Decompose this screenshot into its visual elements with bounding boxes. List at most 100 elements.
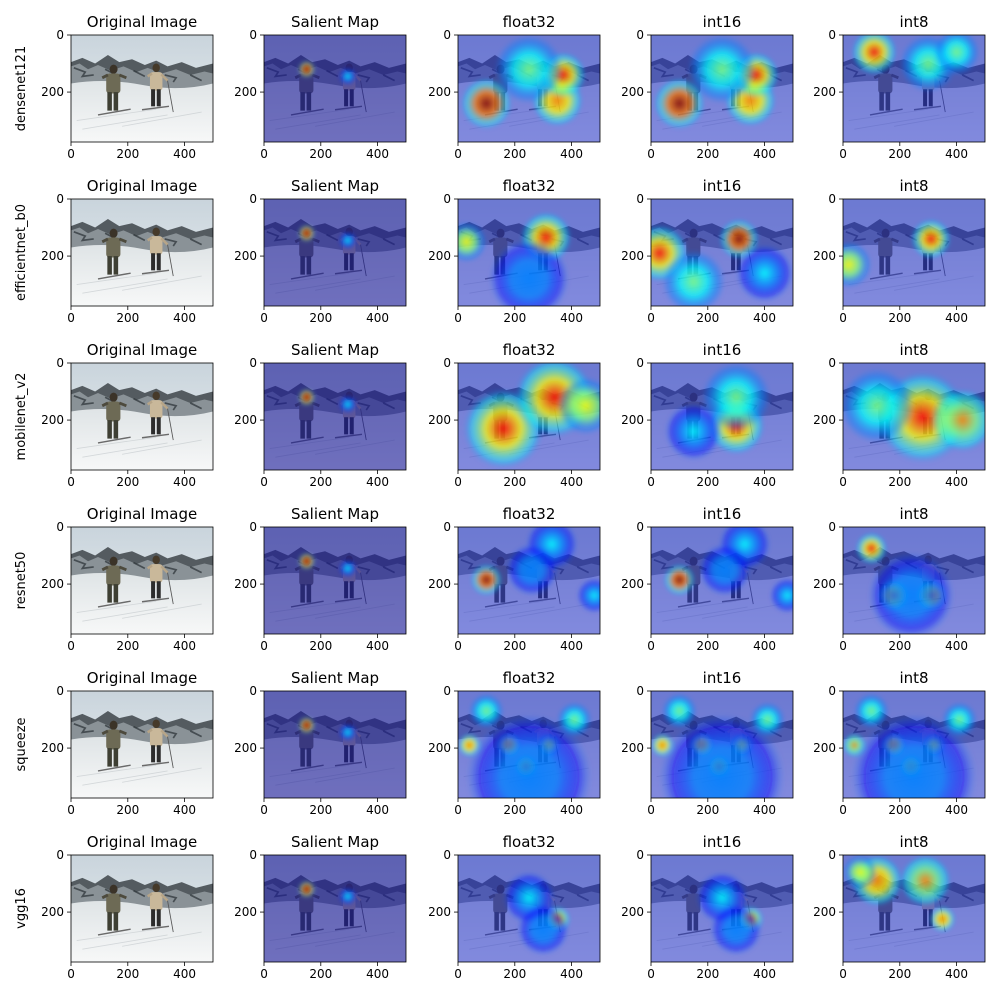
y-tick-label: 0: [56, 684, 64, 698]
axes-frame: [650, 854, 794, 963]
y-tick-label: 0: [249, 356, 257, 370]
y-tick-label: 0: [443, 684, 451, 698]
x-tick-label: 0: [454, 147, 462, 161]
heatmap-layer: [855, 532, 954, 634]
axes-frame: [457, 34, 601, 143]
panel-title: float32: [503, 669, 556, 687]
heatmap-hotspot: [489, 238, 569, 306]
x-tick-label: 0: [454, 639, 462, 653]
x-tick-label: 400: [945, 147, 968, 161]
heatmap-hotspot: [770, 578, 793, 613]
y-tick-label: 200: [41, 413, 64, 427]
x-tick-label: 400: [173, 803, 196, 817]
y-tick-label: 200: [621, 741, 644, 755]
panel-title: int8: [899, 505, 928, 523]
x-tick-label: 200: [888, 639, 911, 653]
y-tick-label: 200: [234, 905, 257, 919]
panel-title: int8: [899, 13, 928, 31]
y-tick-label: 0: [828, 192, 836, 206]
heatmap-layer: [653, 35, 779, 130]
axes-frame: [263, 198, 407, 307]
axes-frame: [650, 198, 794, 307]
x-tick-label: 200: [696, 803, 719, 817]
x-tick-label: 200: [888, 967, 911, 981]
heatmap-hotspot: [339, 395, 357, 413]
x-tick-label: 400: [366, 311, 389, 325]
axes-frame: [650, 526, 794, 635]
x-tick-label: 400: [945, 475, 968, 489]
heatmap-hotspot: [298, 388, 316, 406]
axes-frame: [842, 854, 986, 963]
panel-grid: Original Image 0 200 400 0 200 Salient Map 0 200…: [41, 13, 986, 981]
y-tick-label: 0: [443, 520, 451, 534]
heatmap-hotspot: [719, 218, 759, 259]
heatmap-hotspot: [851, 35, 897, 75]
heatmap-layer: [458, 693, 592, 798]
y-tick-label: 200: [428, 413, 451, 427]
panel-resnet50-2: float32 0 200 400 0 200: [428, 505, 601, 653]
heatmap-hotspot: [298, 552, 316, 570]
panel-title: int16: [703, 341, 742, 359]
x-tick-label: 0: [67, 311, 75, 325]
heatmap-layer: [298, 60, 357, 85]
y-tick-label: 200: [428, 249, 451, 263]
heatmap-hotspot: [663, 564, 696, 596]
panel-efficientnet_b0-0: Original Image 0 200 400 0 200: [41, 177, 214, 325]
heatmap-hotspot: [470, 564, 503, 596]
heatmap-hotspot: [855, 532, 888, 565]
x-tick-label: 0: [839, 639, 847, 653]
y-tick-label: 0: [56, 28, 64, 42]
x-tick-label: 400: [753, 639, 776, 653]
x-tick-label: 0: [260, 967, 268, 981]
panel-mobilenet_v2-3: int16 0 200 400 0 200: [621, 341, 794, 489]
heatmap-layer: [651, 693, 785, 798]
x-tick-label: 0: [67, 147, 75, 161]
scene-image: [71, 855, 213, 962]
heatmap-hotspot: [843, 855, 878, 890]
axes-frame: [263, 34, 407, 143]
x-tick-label: 0: [454, 311, 462, 325]
y-tick-label: 0: [636, 28, 644, 42]
y-tick-label: 0: [56, 192, 64, 206]
y-tick-label: 0: [828, 28, 836, 42]
heatmap-hotspot: [339, 231, 357, 249]
row-label: squeeze: [14, 717, 29, 771]
y-tick-label: 0: [443, 28, 451, 42]
x-tick-label: 400: [366, 639, 389, 653]
x-tick-label: 0: [454, 475, 462, 489]
panel-resnet50-1: Salient Map 0 200 400 0 200: [234, 505, 407, 653]
scene-image: [71, 363, 213, 470]
scene-image: [71, 527, 213, 634]
heatmap-base: [264, 527, 406, 634]
x-tick-label: 200: [503, 639, 526, 653]
heatmap-layer: [851, 35, 980, 93]
y-tick-label: 0: [828, 520, 836, 534]
axes-frame: [842, 34, 986, 143]
panel-resnet50-3: int16 0 200 400 0 200: [621, 505, 794, 653]
heatmap-layer: [298, 880, 357, 905]
panel-squeeze-4: int8 0 200 400 0 200: [813, 669, 986, 817]
axes-frame: [650, 690, 794, 799]
scene-image: [71, 199, 213, 306]
heatmap-hotspot: [662, 250, 725, 306]
heatmap-hotspot: [736, 244, 793, 302]
y-tick-label: 0: [249, 848, 257, 862]
heatmap-hotspot: [469, 693, 504, 729]
axes-frame: [70, 34, 214, 143]
x-tick-label: 0: [647, 967, 655, 981]
x-tick-label: 200: [116, 803, 139, 817]
x-tick-label: 400: [560, 475, 583, 489]
x-tick-label: 400: [173, 311, 196, 325]
heatmap-layer: [463, 363, 600, 469]
row-labels: densenet121 efficientnet_b0 mobilenet_v2re…: [14, 46, 29, 929]
panel-title: Salient Map: [291, 669, 379, 687]
heatmap-hotspot: [843, 368, 914, 443]
x-tick-label: 200: [503, 147, 526, 161]
panel-mobilenet_v2-4: int8 0 200 400 0 200: [813, 341, 986, 489]
panel-title: Salient Map: [291, 177, 379, 195]
x-tick-label: 200: [309, 639, 332, 653]
heatmap-hotspot: [458, 221, 487, 262]
axes-frame: [457, 362, 601, 471]
x-tick-label: 0: [647, 311, 655, 325]
heatmap-hotspot: [298, 60, 316, 78]
